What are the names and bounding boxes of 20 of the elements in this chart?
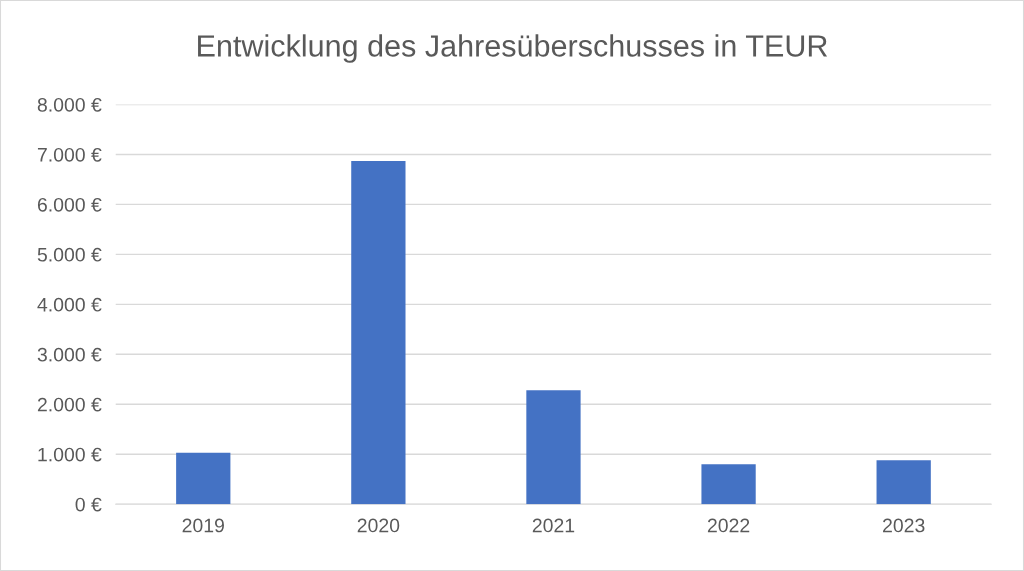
x-tick-label: 2021 (532, 518, 575, 533)
y-tick-label: 3.000 € (37, 347, 102, 362)
x-tick-label: 2023 (883, 518, 925, 533)
x-tick-label: 2020 (357, 518, 400, 533)
bar (526, 390, 581, 505)
y-tick-label: 7.000 € (37, 147, 102, 162)
y-tick-label: 0 € (75, 497, 102, 512)
y-tick-label: 1.000 € (38, 447, 102, 462)
y-tick-label: 5.000 € (37, 247, 102, 262)
bar (701, 464, 756, 505)
bar (351, 160, 406, 505)
bar (876, 460, 931, 505)
y-tick-label: 6.000 € (37, 197, 102, 212)
bar (176, 452, 231, 505)
y-tick-label: 2.000 € (37, 397, 102, 412)
chart-title: Entwicklung des Jahresüberschusses in TEUR (198, 34, 828, 63)
x-tick-label: 2019 (182, 518, 224, 533)
y-tick-label: 4.000 € (37, 297, 102, 312)
y-tick-label: 8.000 € (37, 97, 102, 112)
x-tick-label: 2022 (707, 518, 750, 533)
